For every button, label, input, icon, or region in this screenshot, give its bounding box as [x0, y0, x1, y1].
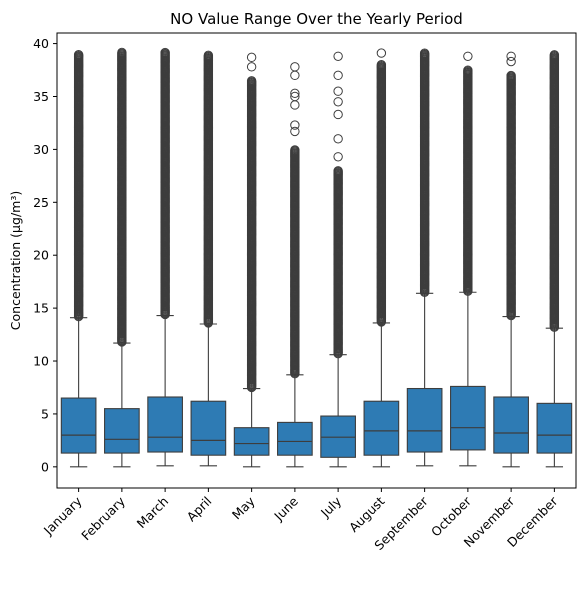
outlier-point	[463, 51, 473, 61]
box-iqr	[277, 421, 313, 456]
outliers	[73, 49, 84, 322]
outliers	[419, 48, 430, 297]
y-tick-label: 5	[41, 406, 49, 421]
y-tick-label: 0	[41, 459, 49, 474]
box-iqr	[536, 402, 573, 454]
box-iqr	[363, 400, 400, 456]
box-february	[104, 47, 140, 468]
box-november	[493, 51, 529, 468]
box-iqr	[406, 387, 443, 453]
x-tick-label: February	[78, 493, 128, 543]
y-tick-label: 25	[33, 195, 49, 210]
box-july	[320, 51, 356, 468]
x-tick-label: July	[317, 493, 345, 521]
outlier-point	[419, 48, 430, 58]
outlier-point	[376, 48, 387, 58]
outlier-point	[117, 47, 127, 58]
outlier-point	[160, 47, 170, 58]
box-iqr	[233, 427, 270, 456]
outlier-point	[463, 65, 473, 75]
outlier-point	[333, 109, 343, 120]
outlier-point	[246, 76, 257, 86]
box-may	[233, 52, 270, 468]
outlier-point	[290, 100, 300, 110]
y-tick-label: 35	[33, 89, 49, 104]
outlier-point	[203, 50, 214, 61]
outlier-point	[333, 166, 343, 176]
outlier-point	[290, 120, 300, 130]
box-april	[190, 50, 227, 467]
outlier-point	[333, 152, 343, 162]
x-tick-label: March	[134, 494, 172, 532]
x-tick-label: April	[184, 494, 215, 525]
y-axis-label: Concentration (μg/m³)	[8, 191, 23, 330]
outlier-point	[73, 49, 84, 60]
box-iqr	[147, 396, 183, 453]
box-iqr	[190, 400, 227, 456]
box-march	[147, 47, 183, 467]
outlier-point	[376, 60, 387, 70]
box-june	[277, 62, 313, 468]
outlier-point	[290, 145, 300, 155]
outlier-point	[506, 51, 516, 61]
x-tick-label: August	[346, 493, 388, 535]
outliers	[506, 51, 516, 321]
outlier-point	[333, 86, 343, 96]
box-december	[536, 50, 573, 468]
outlier-point	[333, 51, 343, 61]
outliers	[463, 51, 473, 296]
outliers	[333, 51, 343, 359]
outlier-point	[246, 62, 257, 72]
outlier-point	[246, 52, 257, 63]
x-tick-label: June	[270, 493, 301, 524]
outlier-point	[333, 134, 343, 144]
outlier-point	[506, 70, 516, 81]
boxes-group	[60, 47, 573, 468]
box-january	[60, 49, 97, 468]
outliers	[246, 52, 257, 393]
box-iqr	[104, 408, 140, 454]
y-tick-label: 30	[33, 142, 49, 157]
outliers	[160, 47, 170, 320]
outlier-point	[290, 62, 300, 72]
box-iqr	[450, 385, 486, 451]
y-tick-label: 15	[33, 301, 49, 316]
box-september	[406, 48, 443, 467]
outlier-point	[333, 97, 343, 107]
plot-area	[56, 32, 577, 489]
outlier-point	[290, 126, 300, 137]
box-october	[450, 51, 486, 467]
outlier-point	[290, 88, 300, 99]
chart-title: NO Value Range Over the Yearly Period	[170, 10, 463, 28]
outlier-point	[549, 50, 560, 60]
outliers	[376, 48, 387, 327]
box-iqr	[60, 397, 97, 454]
box-august	[363, 48, 400, 468]
outliers	[117, 47, 127, 347]
box-iqr	[493, 396, 529, 454]
outliers	[290, 62, 300, 379]
y-axis: 0 5 10 15 20 25 30 35 40	[33, 36, 57, 474]
outlier-point	[333, 70, 343, 81]
outlier-point	[290, 70, 300, 81]
outlier-point	[290, 91, 300, 102]
x-tick-label: May	[229, 493, 258, 522]
outlier-point	[506, 56, 516, 67]
outliers	[549, 50, 560, 332]
outliers	[203, 50, 214, 328]
y-tick-label: 10	[33, 354, 49, 369]
y-tick-label: 20	[33, 248, 49, 263]
y-tick-label: 40	[33, 36, 49, 51]
